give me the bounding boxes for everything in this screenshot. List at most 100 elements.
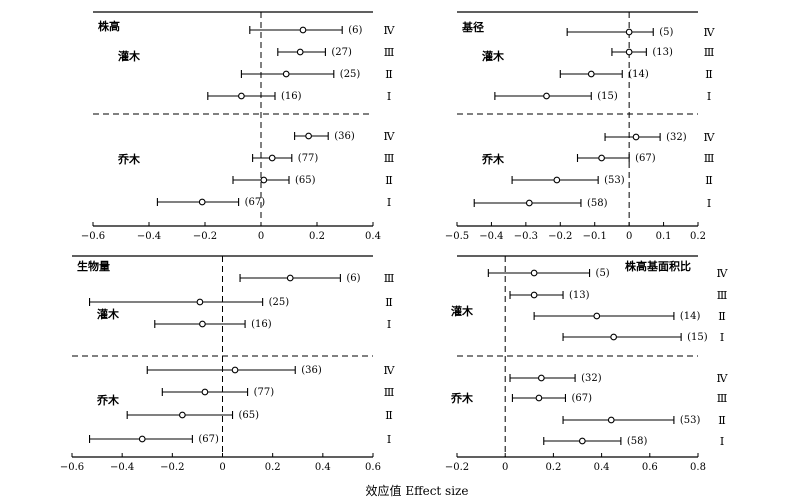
effect-point [260, 176, 268, 184]
level-label: Ⅱ [718, 414, 725, 427]
sample-size-label: (53) [604, 175, 625, 186]
sample-size-label: (6) [348, 25, 362, 36]
x-tick-label: 0.2 [690, 231, 706, 242]
effect-point [268, 154, 276, 162]
x-tick-label: 0 [502, 462, 508, 473]
effect-point [632, 133, 640, 141]
x-tick-label: −0.2 [160, 462, 184, 473]
x-tick-label: 0.4 [315, 462, 331, 473]
level-label: Ⅱ [385, 68, 392, 81]
level-label: Ⅲ [384, 152, 395, 165]
effect-point [179, 411, 186, 419]
sample-size-label: (13) [652, 47, 673, 58]
effect-point [286, 274, 294, 282]
level-label: Ⅰ [387, 196, 391, 209]
x-tick-label: 0 [258, 231, 264, 242]
sample-size-label: (65) [295, 175, 316, 186]
level-label: Ⅰ [387, 318, 391, 331]
x-tick-label: −0.4 [110, 462, 134, 473]
effect-point [199, 320, 206, 328]
x-tick-label: 0.6 [365, 462, 381, 473]
effect-point [625, 28, 633, 36]
group-label: 乔木 [117, 152, 141, 166]
x-tick-label: 0.1 [656, 231, 672, 242]
sample-size-label: (16) [281, 91, 302, 102]
level-label: Ⅰ [387, 90, 391, 103]
level-label: Ⅲ [704, 46, 715, 59]
x-tick-label: 0 [219, 462, 225, 473]
effect-point [201, 388, 209, 396]
group-label: 乔木 [96, 393, 120, 407]
level-label: Ⅲ [384, 272, 395, 285]
sample-size-label: (13) [569, 290, 590, 301]
level-label: Ⅳ [384, 130, 396, 143]
sample-size-label: (15) [597, 91, 618, 102]
effect-point [593, 312, 601, 320]
group-label: 乔木 [481, 152, 505, 166]
level-label: Ⅲ [384, 386, 395, 399]
effect-point [578, 437, 586, 445]
effect-point [198, 198, 206, 206]
panel-title: 生物量 [77, 259, 110, 273]
sample-size-label: (58) [627, 436, 648, 447]
sample-size-label: (32) [581, 373, 602, 384]
x-tick-label: 0.2 [265, 462, 281, 473]
sample-size-label: (14) [628, 69, 649, 80]
effect-point [625, 48, 633, 56]
level-label: Ⅳ [717, 267, 729, 280]
level-label: Ⅳ [704, 131, 716, 144]
sample-size-label: (15) [687, 332, 708, 343]
effect-point [196, 298, 204, 306]
effect-point [537, 374, 545, 382]
x-tick-label: 0.2 [545, 462, 561, 473]
effect-point [282, 70, 290, 78]
sample-size-label: (27) [331, 47, 352, 58]
level-label: Ⅱ [385, 409, 392, 422]
sample-size-label: (77) [298, 153, 319, 164]
level-label: Ⅲ [384, 46, 395, 59]
sample-size-label: (5) [596, 268, 610, 279]
x-tick-label: −0.3 [514, 231, 538, 242]
x-tick-label: 0.8 [690, 462, 706, 473]
effect-point [535, 394, 543, 402]
x-tick-label: 0 [626, 231, 632, 242]
x-tick-label: −0.2 [445, 462, 469, 473]
sample-size-label: (25) [340, 69, 361, 80]
x-tick-label: −0.1 [583, 231, 607, 242]
sample-size-label: (67) [198, 434, 219, 445]
sample-size-label: (58) [587, 198, 608, 209]
effect-point [587, 70, 595, 78]
effect-point [299, 26, 307, 34]
level-label: Ⅱ [385, 174, 392, 187]
x-tick-label: 0.2 [309, 231, 325, 242]
x-tick-label: 0.4 [365, 231, 381, 242]
effect-point [543, 92, 550, 100]
x-tick-label: −0.6 [81, 231, 105, 242]
level-label: Ⅳ [384, 364, 396, 377]
x-tick-label: 0.4 [594, 462, 610, 473]
x-tick-label: −0.6 [60, 462, 84, 473]
effect-point [138, 435, 146, 443]
x-tick-label: −0.2 [548, 231, 572, 242]
level-label: Ⅳ [384, 24, 396, 37]
sample-size-label: (6) [346, 273, 360, 284]
level-label: Ⅳ [704, 26, 716, 39]
sample-size-label: (77) [254, 387, 275, 398]
x-tick-label: −0.2 [193, 231, 217, 242]
effect-point [607, 416, 615, 424]
group-label: 灌木 [482, 49, 505, 63]
level-label: Ⅰ [707, 90, 711, 103]
effect-point [598, 154, 605, 162]
sample-size-label: (36) [301, 365, 322, 376]
effect-point [231, 366, 239, 374]
x-tick-label: −0.4 [137, 231, 161, 242]
panel-title: 基径 [461, 20, 484, 34]
sample-size-label: (53) [680, 415, 701, 426]
group-label: 灌木 [97, 307, 120, 321]
effect-point [530, 269, 538, 277]
level-label: Ⅰ [387, 433, 391, 446]
x-tick-label: −0.4 [479, 231, 503, 242]
